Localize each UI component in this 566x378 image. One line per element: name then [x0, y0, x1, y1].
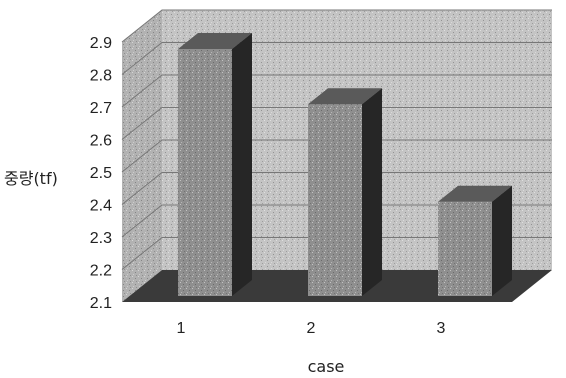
x-axis-ticks: 1 2 3	[177, 320, 446, 337]
bar-side	[492, 185, 512, 296]
bar-top	[438, 185, 512, 202]
bar	[438, 185, 512, 296]
gridline	[121, 139, 552, 173]
gridline	[121, 172, 552, 205]
bar-side	[232, 33, 252, 296]
gridline	[121, 74, 552, 108]
y-tick-label: 2.9	[90, 35, 112, 52]
bar	[308, 88, 382, 296]
bar-front-texture	[178, 49, 232, 296]
bar-side	[362, 88, 382, 296]
x-tick-label: 2	[307, 320, 316, 337]
gridline	[121, 107, 552, 140]
y-tick-label: 2.4	[90, 198, 112, 215]
x-tick-label: 1	[177, 320, 186, 337]
y-tick-label: 2.1	[90, 295, 112, 312]
gridline	[121, 237, 552, 270]
bars	[178, 33, 512, 296]
gridline	[121, 42, 552, 75]
bar-front-texture	[438, 201, 492, 296]
y-axis-label: 중량(tf)	[4, 169, 58, 188]
x-tick-label: 3	[437, 320, 446, 337]
y-tick-label: 2.2	[90, 263, 112, 280]
y-tick-label: 2.3	[90, 230, 112, 247]
x-axis-label: case	[308, 357, 345, 376]
bar-top	[308, 88, 382, 105]
y-tick-label: 2.6	[90, 133, 112, 150]
bar-front-texture	[308, 104, 362, 296]
bar	[178, 33, 252, 296]
gridline	[121, 204, 552, 238]
y-axis-ticks: 2.1 2.2 2.3 2.4 2.5 2.6 2.7 2.8 2.9	[90, 35, 112, 312]
y-tick-label: 2.8	[90, 68, 112, 85]
y-tick-label: 2.5	[90, 165, 112, 182]
bar-top	[178, 33, 252, 49]
y-tick-label: 2.7	[90, 100, 112, 117]
gridline	[121, 9, 552, 43]
